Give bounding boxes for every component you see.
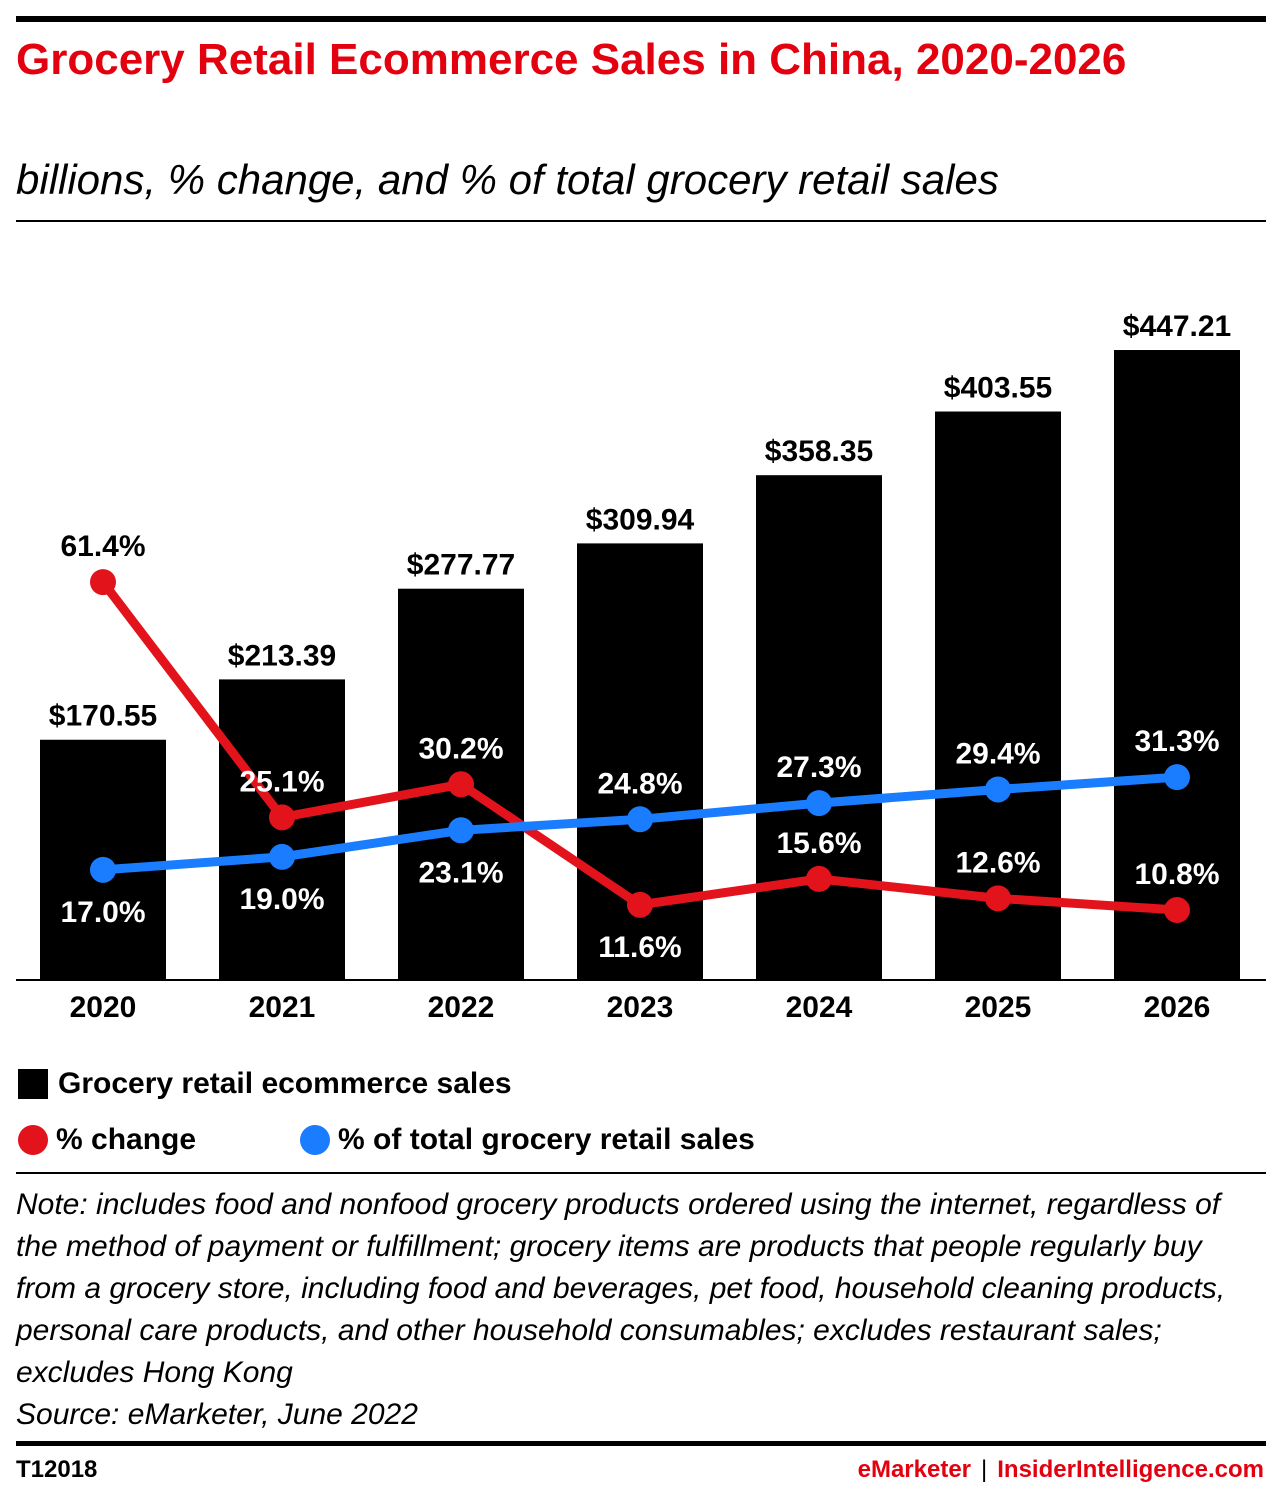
bar-label-2023: $309.94 <box>586 503 695 536</box>
point-pct-total-2026 <box>1164 764 1190 791</box>
label-pct-total-2020: 17.0% <box>60 896 145 929</box>
legend-row-bars: Grocery retail ecommerce sales <box>18 1064 512 1104</box>
legend-label-pct-change: % change <box>56 1123 197 1156</box>
brand-insider-intelligence: InsiderIntelligence.com <box>997 1456 1264 1483</box>
legend-item-pct-total: % of total grocery retail sales <box>300 1123 755 1157</box>
label-pct-total-2022: 23.1% <box>418 856 503 889</box>
label-pct-change-2022: 30.2% <box>418 732 503 765</box>
label-pct-change-2024: 15.6% <box>776 827 861 860</box>
legend-row-lines: % change % of total grocery retail sales <box>18 1120 755 1160</box>
legend-item-pct-change: % change <box>18 1123 196 1157</box>
point-pct-change-2021 <box>269 804 295 831</box>
point-pct-change-2025 <box>985 885 1011 912</box>
chart-subtitle: billions, % change, and % of total groce… <box>16 156 999 203</box>
note-rule <box>16 1172 1266 1174</box>
x-tick-2025: 2025 <box>965 991 1032 1024</box>
label-pct-total-2026: 31.3% <box>1134 725 1219 758</box>
footer-rule <box>16 1441 1266 1446</box>
bar-label-2021: $213.39 <box>228 639 336 672</box>
legend-swatch-pct-change <box>18 1125 48 1155</box>
label-pct-change-2026: 10.8% <box>1134 858 1219 891</box>
point-pct-total-2024 <box>806 790 832 817</box>
point-pct-change-2026 <box>1164 897 1190 924</box>
point-pct-change-2024 <box>806 865 832 892</box>
point-pct-total-2023 <box>627 806 653 833</box>
subtitle-rule <box>16 220 1266 222</box>
legend-label-pct-total: % of total grocery retail sales <box>338 1123 755 1156</box>
x-tick-2024: 2024 <box>786 991 853 1024</box>
x-tick-2021: 2021 <box>249 991 316 1024</box>
label-pct-total-2025: 29.4% <box>955 737 1040 770</box>
bar-label-2020: $170.55 <box>49 700 157 733</box>
point-pct-change-2023 <box>627 891 653 918</box>
label-pct-total-2023: 24.8% <box>597 767 682 800</box>
x-tick-2020: 2020 <box>70 991 137 1024</box>
chart-title: Grocery Retail Ecommerce Sales in China,… <box>16 35 1127 84</box>
point-pct-total-2021 <box>269 843 295 870</box>
brand-separator: | <box>981 1456 988 1483</box>
bar-label-2022: $277.77 <box>407 549 515 582</box>
bar-2025 <box>935 411 1061 980</box>
top-rule <box>16 16 1266 22</box>
bar-2026 <box>1114 350 1240 980</box>
footer-brand: eMarketer | InsiderIntelligence.com <box>858 1456 1264 1484</box>
legend-label-sales: Grocery retail ecommerce sales <box>58 1067 512 1100</box>
legend-item-sales: Grocery retail ecommerce sales <box>18 1067 512 1101</box>
x-tick-2022: 2022 <box>428 991 495 1024</box>
source-text: Source: eMarketer, June 2022 <box>16 1398 418 1431</box>
label-pct-change-2021: 25.1% <box>239 765 324 798</box>
label-pct-total-2021: 19.0% <box>239 883 324 916</box>
label-pct-total-2024: 27.3% <box>776 751 861 784</box>
label-pct-change-2020: 61.4% <box>60 530 145 563</box>
chart-id: T12018 <box>16 1456 98 1483</box>
bar-label-2026: $447.21 <box>1123 310 1231 343</box>
point-pct-total-2025 <box>985 776 1011 803</box>
legend-swatch-sales <box>18 1069 48 1099</box>
bar-2024 <box>756 475 882 980</box>
legend-swatch-pct-total <box>300 1125 331 1155</box>
chart: $170.55 $213.39 $277.77 $309.94 $358.35 $403.… <box>16 310 1266 1024</box>
point-pct-total-2020 <box>90 856 116 883</box>
label-pct-change-2023: 11.6% <box>598 931 681 964</box>
label-pct-change-2025: 12.6% <box>955 846 1040 879</box>
x-tick-2023: 2023 <box>607 991 674 1024</box>
bar-label-2024: $358.35 <box>765 435 873 468</box>
bar-label-2025: $403.55 <box>944 372 1052 405</box>
x-tick-2026: 2026 <box>1144 991 1211 1024</box>
point-pct-change-2022 <box>448 771 474 798</box>
note-text: Note: includes food and nonfood grocery … <box>16 1188 1226 1389</box>
point-pct-total-2022 <box>448 817 474 844</box>
note-block: Note: includes food and nonfood grocery … <box>16 1184 1266 1436</box>
brand-emarketer: eMarketer <box>857 1456 972 1483</box>
point-pct-change-2020 <box>90 569 116 596</box>
